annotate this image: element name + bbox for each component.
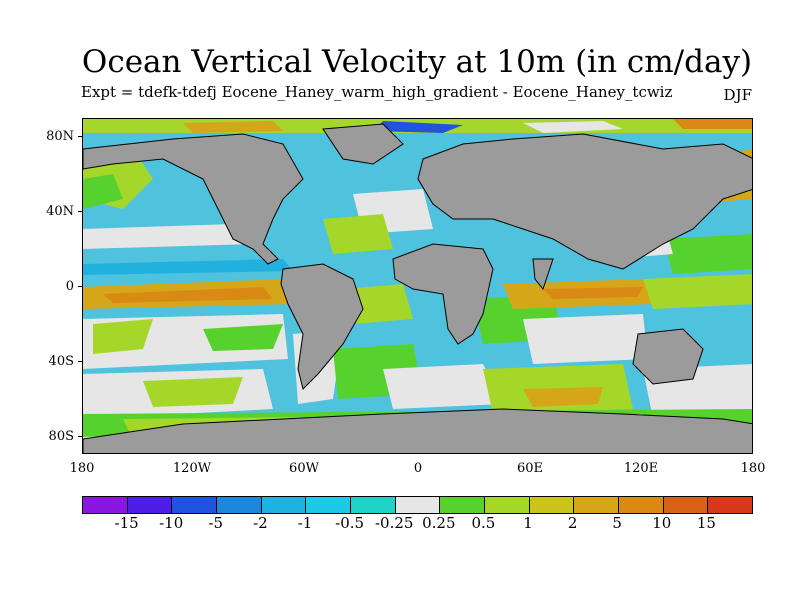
- lon-label-60e: 60E: [516, 461, 544, 476]
- colorbar-swatch: [351, 497, 396, 513]
- colorbar-swatch: [261, 497, 307, 513]
- north-america: [83, 133, 304, 265]
- colorbar-swatch: [217, 497, 262, 513]
- colorbar-swatch: [83, 497, 128, 513]
- colorbar-swatch: [708, 497, 753, 513]
- colorbar-swatch: [127, 497, 173, 513]
- tick-80s: [78, 436, 82, 437]
- colorbar-swatch: [619, 497, 664, 513]
- lon-label-120e: 120E: [623, 461, 659, 476]
- colorbar-swatch: [574, 497, 620, 513]
- lat-label-0: 0: [65, 279, 74, 294]
- colorbar-label: -0.25: [374, 514, 414, 532]
- map-title: Ocean Vertical Velocity at 10m (in cm/da…: [81, 44, 753, 80]
- colorbar-swatch: [485, 497, 530, 513]
- colorbar-label: -5: [208, 514, 224, 532]
- colorbar-label: 0.25: [422, 514, 456, 532]
- south-america: [280, 263, 364, 390]
- land-masses: [83, 123, 752, 453]
- colorbar-label: -15: [114, 514, 139, 532]
- india: [532, 258, 554, 291]
- lat-label-80s: 80S: [48, 429, 74, 444]
- tick-40s: [78, 361, 82, 362]
- africa: [392, 243, 494, 345]
- tick-80n: [78, 136, 82, 137]
- greenland: [322, 123, 404, 165]
- velocity-map: [82, 118, 753, 454]
- colorbar: [82, 496, 753, 514]
- lon-label-120w: 120W: [172, 461, 212, 476]
- colorbar-label: -10: [159, 514, 184, 532]
- antarctica: [83, 408, 752, 453]
- eurasia: [417, 133, 752, 270]
- colorbar-swatch: [395, 497, 441, 513]
- experiment-subtitle: Expt = tdefk-tdefj Eocene_Haney_warm_hig…: [81, 83, 673, 101]
- colorbar-label: 15: [696, 514, 716, 532]
- colorbar-swatch: [306, 497, 352, 513]
- velocity-map-svg: [83, 119, 752, 453]
- colorbar-label: -1: [297, 514, 313, 532]
- colorbar-label: 10: [652, 514, 672, 532]
- tick-40n: [78, 211, 82, 212]
- colorbar-label: -2: [253, 514, 268, 532]
- lon-label-180e: 180: [740, 461, 766, 476]
- colorbar-label: 5: [612, 514, 622, 532]
- colorbar-label: 2: [567, 514, 578, 532]
- australia: [632, 328, 704, 385]
- colorbar-swatch: [529, 497, 575, 513]
- lat-label-40s: 40S: [48, 354, 74, 369]
- colorbar-swatch: [440, 497, 486, 513]
- colorbar-swatch: [663, 497, 709, 513]
- lat-label-80n: 80N: [46, 129, 74, 144]
- lon-label-180w: 180: [69, 461, 95, 476]
- colorbar-swatch: [172, 497, 218, 513]
- colorbar-label: -0.5: [335, 514, 365, 532]
- lon-label-0: 0: [413, 461, 423, 476]
- lon-label-60w: 60W: [289, 461, 319, 476]
- tick-0: [78, 286, 82, 287]
- lat-label-40n: 40N: [46, 204, 74, 219]
- season-label: DJF: [723, 86, 752, 104]
- colorbar-label: 0.5: [471, 514, 496, 532]
- colorbar-label: 1: [523, 514, 533, 532]
